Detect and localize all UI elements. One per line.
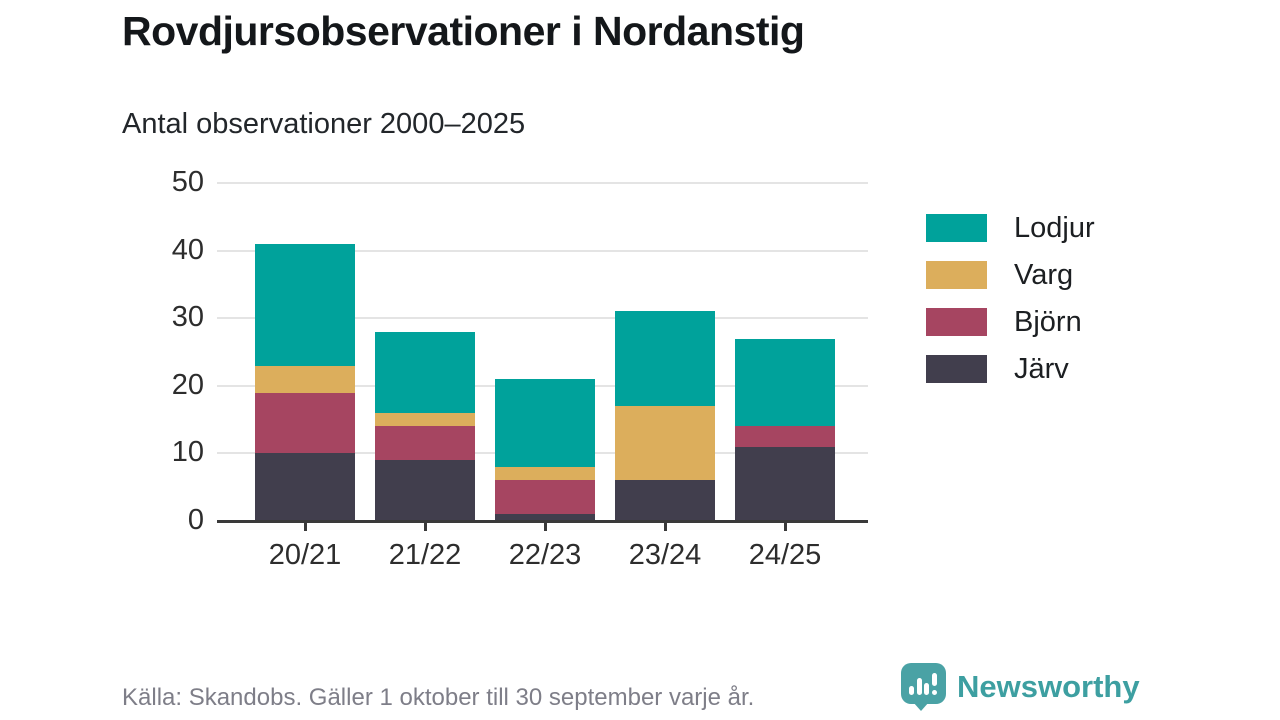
bar-segment-björn-21-22 — [375, 426, 475, 461]
x-axis-label: 23/24 — [628, 539, 702, 571]
brand-name: Newsworthy — [957, 669, 1140, 704]
legend-swatch — [926, 355, 987, 383]
legend-label: Järv — [1014, 353, 1069, 385]
mini-bar-icon — [909, 686, 914, 695]
exclamation-dot-icon — [932, 690, 937, 695]
page-title: Rovdjursobservationer i Nordanstig — [122, 8, 805, 54]
y-axis-label: 40 — [171, 233, 204, 266]
bar-segment-varg-20-21 — [255, 365, 355, 393]
legend-item-björn: Björn — [926, 306, 1095, 338]
y-axis-label: 20 — [171, 368, 204, 401]
bar-segment-järv-24-25 — [735, 446, 835, 521]
gridline — [217, 249, 868, 252]
x-tick — [304, 521, 307, 531]
x-axis-label: 20/21 — [268, 539, 342, 571]
newsworthy-chart-bubble-icon — [901, 663, 946, 711]
bar-segment-varg-21-22 — [375, 412, 475, 427]
y-axis-label: 50 — [171, 166, 204, 198]
bar-segment-björn-22-23 — [495, 480, 595, 515]
legend-item-lodjur: Lodjur — [926, 212, 1095, 244]
speech-bubble-shape — [901, 663, 946, 704]
x-tick — [544, 521, 547, 531]
x-axis-label: 21/22 — [388, 539, 462, 571]
y-axis-label: 10 — [171, 436, 204, 469]
x-tick — [664, 521, 667, 531]
newsworthy-logo: Newsworthy — [901, 663, 1140, 711]
legend-swatch — [926, 261, 987, 289]
bar-segment-lodjur-24-25 — [735, 338, 835, 427]
mini-bar-icon — [924, 683, 929, 695]
bar-segment-varg-23-24 — [615, 406, 715, 481]
legend-swatch — [926, 214, 987, 242]
x-tick — [424, 521, 427, 531]
bar-segment-järv-22-23 — [495, 514, 595, 521]
legend-label: Björn — [1014, 306, 1082, 338]
x-axis-label: 24/25 — [748, 539, 822, 571]
legend-item-järv: Järv — [926, 353, 1095, 385]
speech-bubble-tail — [913, 702, 929, 711]
gridline — [217, 182, 868, 184]
x-tick — [784, 521, 787, 531]
bar-segment-järv-23-24 — [615, 480, 715, 521]
chart-legend: Lodjur Varg Björn Järv — [926, 214, 1095, 402]
gridline — [217, 317, 868, 320]
bar-segment-lodjur-22-23 — [495, 379, 595, 467]
y-axis-label: 30 — [171, 301, 204, 334]
bar-segment-björn-24-25 — [735, 426, 835, 447]
bar-segment-järv-21-22 — [375, 460, 475, 521]
legend-swatch — [926, 308, 987, 336]
x-axis-line — [217, 520, 868, 523]
chart-subtitle: Antal observationer 2000–2025 — [122, 108, 526, 140]
source-note: Källa: Skandobs. Gäller 1 oktober till 3… — [122, 684, 755, 711]
x-axis-label: 22/23 — [508, 539, 582, 571]
legend-label: Varg — [1014, 259, 1074, 291]
bar-segment-lodjur-23-24 — [615, 311, 715, 407]
legend-item-varg: Varg — [926, 259, 1095, 291]
bar-segment-lodjur-21-22 — [375, 331, 475, 413]
exclamation-icon — [932, 673, 937, 686]
y-axis-label: 0 — [187, 504, 204, 536]
bar-segment-björn-20-21 — [255, 392, 355, 454]
legend-label: Lodjur — [1014, 212, 1095, 244]
plot-area — [217, 182, 868, 531]
bar-segment-lodjur-20-21 — [255, 243, 355, 366]
mini-bar-icon — [916, 678, 922, 695]
bar-segment-varg-22-23 — [495, 466, 595, 481]
bar-segment-järv-20-21 — [255, 453, 355, 521]
